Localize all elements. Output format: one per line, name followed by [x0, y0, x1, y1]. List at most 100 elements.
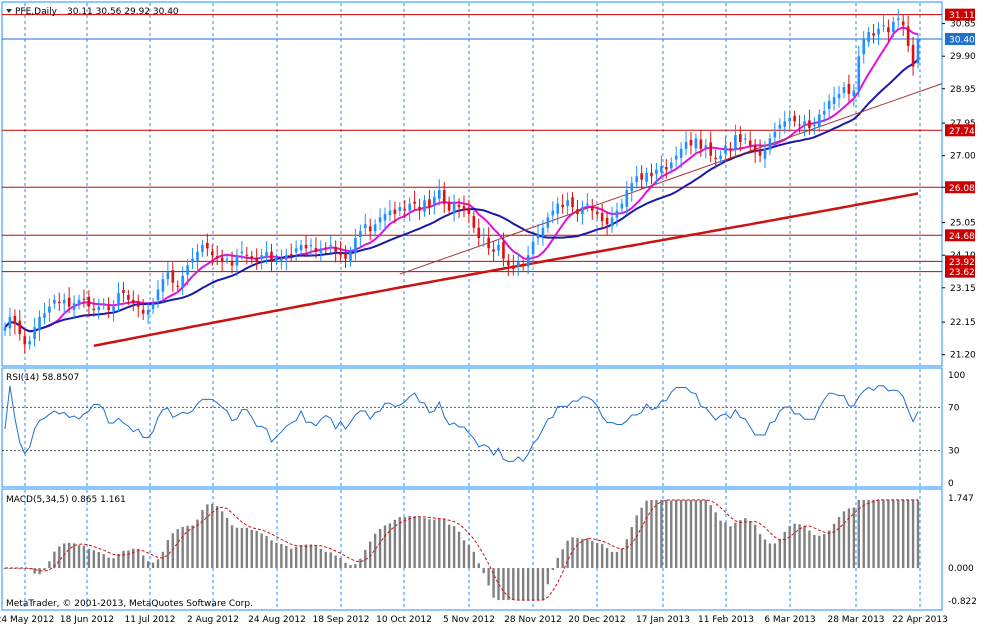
macd-bar [877, 499, 880, 569]
macd-bar [916, 499, 920, 569]
macd-bar [502, 568, 505, 601]
macd-bar [887, 499, 890, 569]
candles [3, 9, 920, 354]
candle-down [467, 207, 471, 215]
macd-bar [13, 568, 17, 570]
candle-down [714, 157, 717, 160]
candle-down [92, 308, 96, 311]
chart-ohlc: 30.11 30.56 29.92 30.40 [67, 7, 179, 17]
macd-bar [808, 530, 811, 569]
macd-bar [526, 568, 530, 601]
candle-up [48, 306, 51, 313]
macd-bar [270, 540, 273, 569]
candle-up [72, 303, 76, 310]
candle-down [847, 83, 851, 94]
macd-bar [694, 499, 698, 569]
macd-bar [679, 499, 683, 569]
candle-up [482, 234, 486, 236]
candle-down [403, 209, 407, 211]
macd-bar [132, 548, 135, 569]
candle-down [210, 251, 214, 256]
time-tick-label: 5 Nov 2012 [443, 615, 495, 625]
candle-up [852, 90, 856, 96]
time-tick-label: 17 Jan 2013 [636, 615, 690, 625]
candle-up [778, 124, 782, 129]
level-tag [945, 33, 975, 46]
macd-bar [324, 551, 327, 569]
macd-bar [359, 558, 362, 569]
level-tag-label: 23.62 [949, 268, 975, 278]
macd-bar [620, 548, 624, 569]
macd-bar [107, 557, 110, 569]
macd-bar [63, 543, 66, 569]
macd-bar [842, 511, 846, 569]
macd-bar [220, 511, 224, 569]
candle-down [270, 251, 273, 263]
macd-bar [383, 525, 387, 569]
candle-down [477, 227, 481, 239]
macd-bar [911, 499, 915, 569]
macd-bar [566, 540, 569, 569]
macd-bar [521, 568, 525, 601]
macd-bar [472, 551, 476, 569]
candle-down [344, 253, 347, 259]
candle-down [23, 336, 27, 345]
candle-up [684, 141, 688, 149]
macd-bar [127, 550, 130, 569]
rsi-tick-label: 100 [948, 371, 965, 381]
candle-up [546, 217, 550, 228]
candle-down [901, 21, 905, 26]
candle-down [472, 216, 476, 228]
candle-up [526, 255, 530, 267]
macd-bar [294, 546, 298, 569]
macd-bar [625, 539, 629, 569]
macd-bar [462, 540, 466, 569]
candle-up [196, 251, 199, 261]
price-pane-frame [1, 1, 943, 367]
macd-bar [635, 515, 638, 569]
candle-down [487, 237, 490, 249]
time-tick-label: 2 Aug 2012 [187, 615, 239, 625]
candle-down [887, 27, 890, 33]
candle-up [3, 327, 7, 331]
macd-bar [122, 550, 125, 569]
macd-bar [378, 528, 382, 569]
candle-up [452, 203, 456, 214]
macd-bar [650, 499, 653, 569]
macd-bar [191, 525, 194, 569]
candle-down [220, 257, 224, 263]
macd-bar [117, 553, 120, 569]
candle-up [201, 244, 204, 252]
macd-bar [171, 533, 174, 569]
candle-down [314, 247, 318, 252]
time-tick-label: 28 Nov 2012 [504, 615, 562, 625]
macd-bar [67, 542, 71, 569]
macd-bar [176, 529, 179, 569]
macd-bar [87, 548, 91, 569]
candle-up [240, 251, 244, 254]
macd-bar [788, 526, 791, 569]
candle-down [798, 124, 801, 126]
candle-down [136, 301, 140, 307]
macd-bar [823, 534, 826, 569]
candle-up [556, 203, 560, 214]
macd-bar [369, 541, 372, 569]
level-tag-label: 26.08 [949, 184, 975, 194]
candle-down [758, 150, 762, 156]
candle-up [516, 262, 520, 267]
macd-bar [749, 521, 752, 569]
candle-up [398, 207, 402, 211]
macd-bar [137, 548, 140, 569]
time-tick-label: 28 Mar 2013 [827, 615, 884, 625]
chevron-down-icon[interactable] [6, 9, 12, 13]
macd-bar [339, 558, 342, 569]
macd-tick-label: -0.822 [948, 597, 977, 607]
macd-bar [33, 568, 36, 574]
candle-up [892, 21, 895, 33]
macd-bar [596, 542, 599, 569]
candle-up [551, 210, 555, 216]
macd-bar [827, 530, 831, 569]
macd-bar [393, 519, 397, 569]
macd-bar [531, 568, 535, 601]
candle-up [156, 289, 160, 301]
